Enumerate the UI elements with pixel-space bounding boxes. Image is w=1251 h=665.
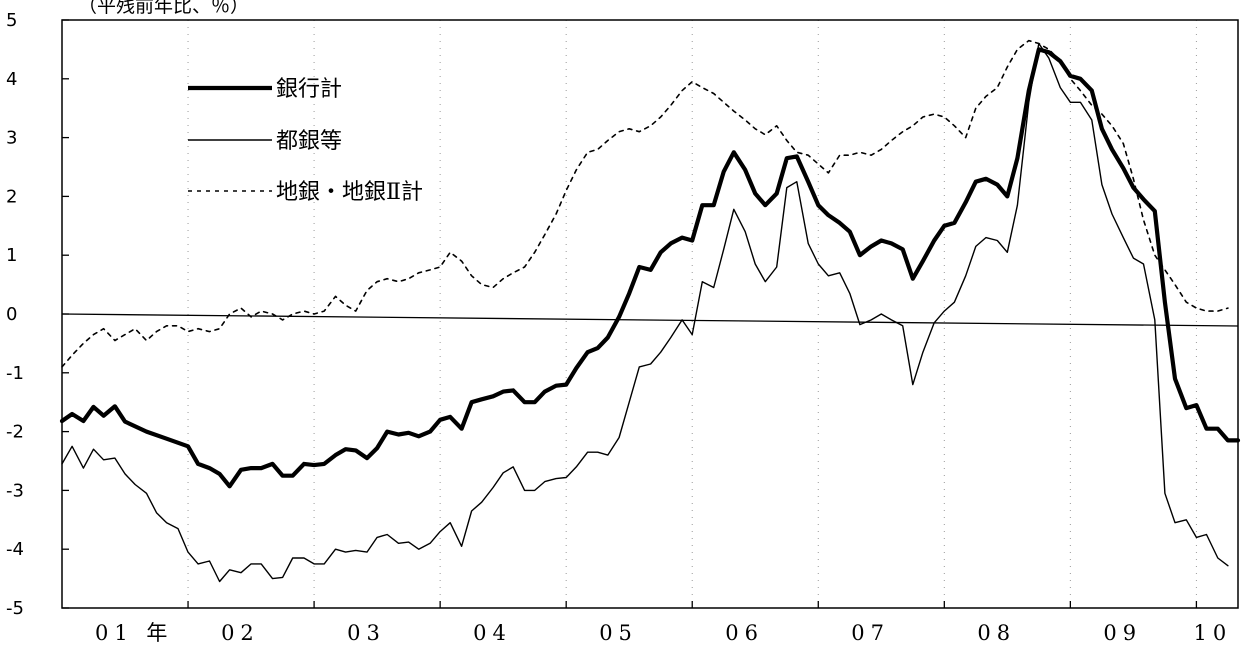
- x-tick-label: 08: [977, 621, 1016, 645]
- y-tick-label: -1: [6, 363, 24, 384]
- plot-area-frame: [61, 19, 1239, 609]
- y-tick-label: 3: [6, 128, 17, 149]
- x-tick-label: 04: [473, 621, 512, 645]
- axis-ticks: [62, 19, 1198, 609]
- y-tick-label: -3: [6, 480, 24, 501]
- x-tick-label: 09: [1103, 621, 1142, 645]
- y-tick-label: 5: [6, 10, 17, 31]
- x-tick-label: 02: [221, 621, 260, 645]
- x-tick-label: 05: [599, 621, 638, 645]
- x-tick-label: 10: [1194, 621, 1233, 645]
- legend-label-2: 地銀・地銀Ⅱ計: [276, 180, 423, 205]
- y-tick-label: 4: [6, 69, 17, 90]
- x-tick-label: 03: [347, 621, 386, 645]
- legend-label-0: 銀行計: [276, 77, 342, 102]
- y-tick-label: 1: [6, 245, 17, 266]
- series-line-1: [61, 42, 1229, 583]
- y-tick-label: 2: [6, 186, 17, 207]
- series-line-2: [61, 39, 1229, 368]
- series-line-0: [59, 47, 1241, 489]
- x-axis-tick-labels: 01 年 02 03 04 05 06 07 08 09 10: [95, 621, 1233, 645]
- y-tick-label: 0: [6, 304, 17, 325]
- unit-label: （平残前年比、％）: [78, 0, 249, 17]
- y-tick-label: -2: [6, 422, 24, 443]
- x-tick-label: 01 年: [95, 621, 173, 645]
- y-axis-tick-labels: 5 4 3 2 1 0 -1 -2 -3 -4 -5: [6, 10, 24, 619]
- zero-line: [61, 313, 1239, 327]
- x-tick-label: 06: [725, 621, 764, 645]
- legend-label-1: 都銀等: [276, 129, 342, 154]
- series-lines: [59, 39, 1241, 583]
- y-tick-label: -4: [6, 539, 24, 560]
- x-tick-label: 07: [851, 621, 890, 645]
- y-tick-label: -5: [6, 598, 24, 619]
- grid-lines: [187, 20, 1197, 608]
